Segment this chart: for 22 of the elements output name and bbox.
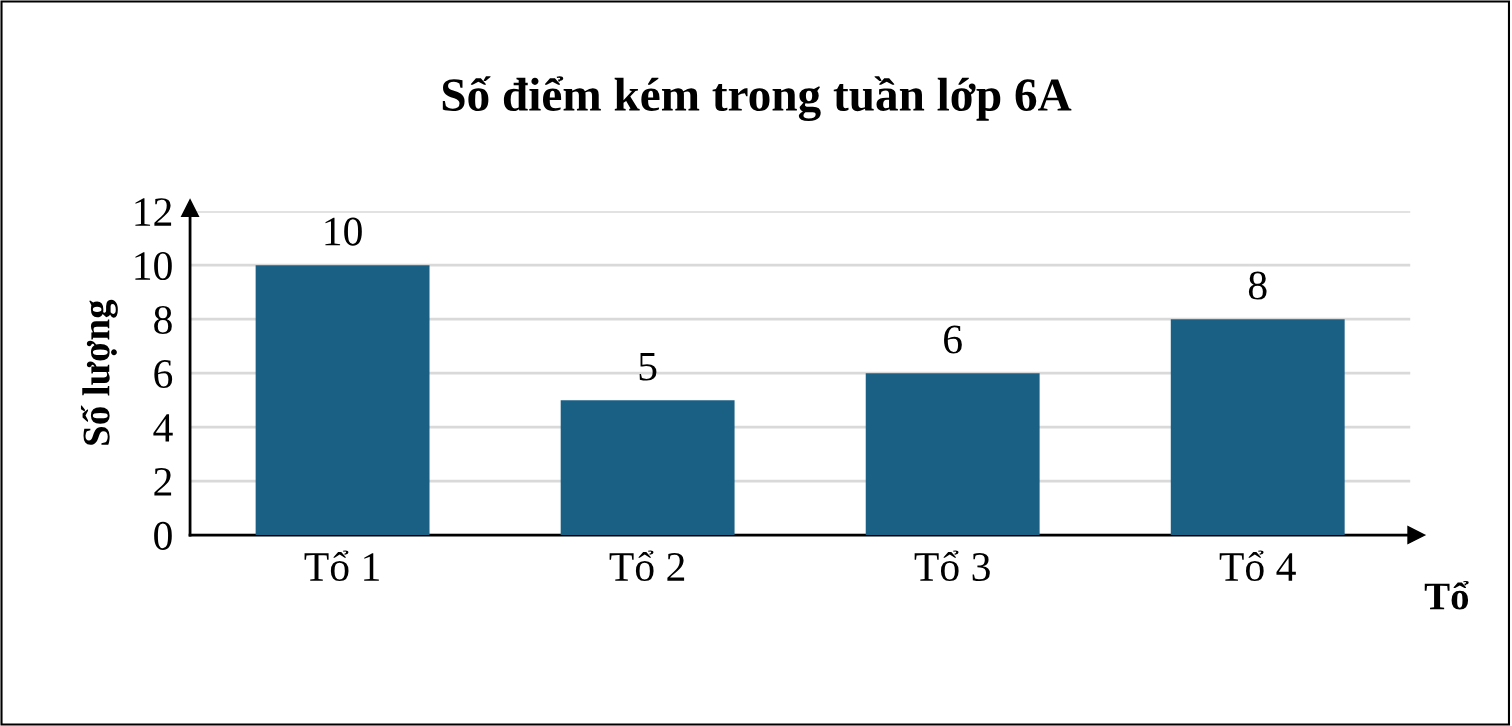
y-tick-label: 4 xyxy=(153,414,173,442)
data-label: 6 xyxy=(944,325,962,354)
y-tick-label: 10 xyxy=(135,251,172,281)
data-label: 5 xyxy=(639,352,657,381)
y-axis-title: Số lượng xyxy=(80,299,118,445)
bar xyxy=(560,400,735,536)
x-tick-label: Tổ 4 xyxy=(1219,550,1296,582)
y-tick-label: 2 xyxy=(154,467,172,496)
chart-title: Số điểm kém trong tuần lớp 6A xyxy=(442,76,1072,122)
x-tick-label: Tổ 3 xyxy=(914,550,990,582)
bar xyxy=(255,265,430,536)
x-tick-label: Tổ 2 xyxy=(609,550,685,582)
data-label: 8 xyxy=(1248,271,1267,300)
data-label: 10 xyxy=(325,217,362,246)
x-tick-label: Tổ 1 xyxy=(304,550,379,582)
bar xyxy=(1170,319,1345,536)
y-tick-label: 0 xyxy=(154,521,172,550)
bar xyxy=(865,373,1040,536)
x-axis-title: Tổ xyxy=(1424,580,1469,610)
y-tick-label: 6 xyxy=(154,360,173,389)
y-tick-label: 12 xyxy=(135,198,172,226)
y-tick-label: 8 xyxy=(154,305,172,335)
